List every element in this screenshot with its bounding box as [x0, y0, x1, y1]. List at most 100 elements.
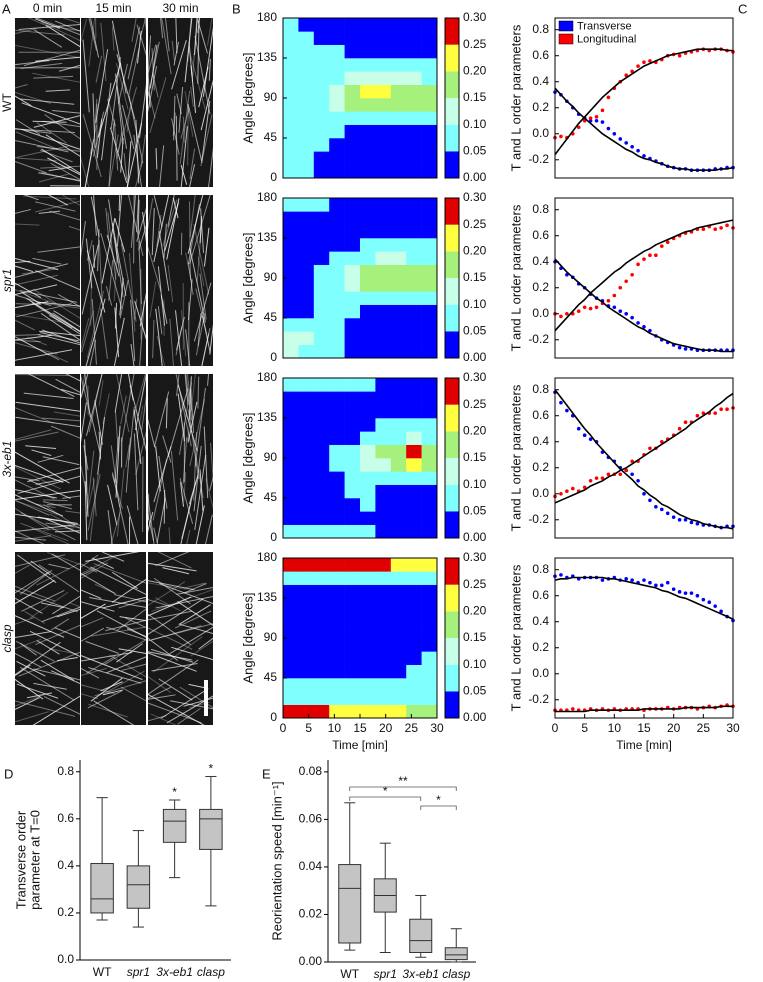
- data-point: [660, 244, 664, 248]
- filament: [114, 217, 126, 253]
- contour-cell: [283, 651, 299, 665]
- x-axis-label: Time [min]: [616, 738, 672, 752]
- box: [409, 918, 433, 953]
- filament: [15, 301, 49, 309]
- contour-cell: [313, 484, 330, 499]
- filament: [177, 393, 185, 442]
- contour-cell: [360, 638, 376, 652]
- data-point: [565, 311, 569, 316]
- y-tick-label: 0.8: [532, 562, 549, 576]
- x-tick-label: 0: [552, 721, 559, 735]
- contour-cell: [406, 124, 422, 139]
- contour-cell: [390, 638, 407, 652]
- filament: [119, 277, 124, 316]
- contour-cell: [406, 704, 422, 719]
- significance-mark: *: [209, 762, 214, 776]
- filament: [15, 641, 61, 676]
- contour-cell: [375, 124, 392, 139]
- y-tick-label: 180: [257, 190, 277, 204]
- filament: [102, 393, 110, 424]
- filament: [165, 398, 168, 429]
- contour-cell: [360, 124, 376, 139]
- contour-cell: [406, 44, 422, 59]
- x-tick-label: 10: [608, 721, 622, 735]
- contour-cell: [344, 44, 361, 59]
- contour-cell: [344, 224, 361, 239]
- data-point: [559, 314, 563, 319]
- data-point: [618, 285, 623, 290]
- filament: [15, 652, 41, 668]
- contour-cell: [344, 638, 361, 652]
- filament: [15, 416, 80, 428]
- filament: [86, 250, 106, 313]
- contour-cell: [360, 511, 376, 525]
- filament: [176, 374, 180, 397]
- colorbar-tick-label: 0.05: [463, 504, 487, 518]
- filament: [197, 18, 201, 34]
- contour-cell: [375, 704, 392, 719]
- contour-cell: [313, 524, 330, 539]
- contour-cell: [344, 378, 361, 392]
- filament: [15, 431, 59, 442]
- filament: [41, 171, 80, 182]
- filament: [201, 100, 211, 162]
- filament: [41, 148, 80, 174]
- contour-cell: [298, 138, 315, 152]
- contour-cell: [329, 124, 345, 139]
- filament: [81, 563, 98, 573]
- filament: [15, 128, 52, 134]
- contour-cell: [344, 98, 361, 112]
- filament: [202, 315, 211, 353]
- colorbar-tick-label: 0.10: [463, 657, 487, 671]
- filament: [151, 663, 198, 672]
- colorbar-band: [445, 511, 459, 538]
- colorbar-tick-label: 0.25: [463, 37, 487, 51]
- y-tick-label: 0.4: [532, 254, 549, 268]
- filament: [15, 160, 47, 174]
- contour-cell: [360, 444, 376, 459]
- y-tick-label: 0.4: [532, 74, 549, 88]
- contour-cell: [406, 58, 422, 72]
- x-axis-label: Time [min]: [332, 738, 388, 752]
- contour-cell: [375, 651, 392, 665]
- contour-cell: [360, 164, 376, 179]
- contour-cell: [406, 318, 422, 332]
- filament: [101, 82, 112, 161]
- filament: [88, 703, 128, 718]
- micrograph: [15, 552, 80, 725]
- filament: [88, 667, 142, 684]
- contour-cell: [390, 558, 407, 572]
- filament: [134, 300, 146, 340]
- filament: [81, 156, 90, 187]
- filament: [169, 318, 174, 366]
- data-point: [671, 587, 676, 592]
- data-point: [576, 426, 581, 431]
- contour-cell: [390, 598, 407, 612]
- filament: [151, 623, 213, 641]
- filament: [105, 207, 110, 240]
- y-tick-label: 180: [257, 10, 277, 24]
- contour-cell: [283, 471, 299, 485]
- colorbar-band: [445, 198, 459, 225]
- filament: [171, 40, 176, 62]
- filament: [81, 572, 116, 595]
- filament: [31, 449, 52, 457]
- contour-cell: [390, 124, 407, 139]
- contour-cell: [283, 71, 299, 85]
- filament: [15, 131, 58, 150]
- contour-cell: [406, 471, 422, 485]
- contour-cell: [390, 164, 407, 179]
- filament: [167, 388, 189, 457]
- data-point: [600, 120, 605, 124]
- filament: [155, 552, 190, 567]
- contour-cell: [344, 558, 361, 572]
- filament: [81, 693, 98, 700]
- data-point: [683, 591, 688, 595]
- filament: [123, 152, 128, 180]
- filament: [153, 446, 172, 503]
- contour-cell: [283, 624, 299, 639]
- filament: [155, 597, 181, 612]
- contour-cell: [313, 344, 330, 359]
- filament: [111, 222, 127, 296]
- filament: [81, 464, 88, 497]
